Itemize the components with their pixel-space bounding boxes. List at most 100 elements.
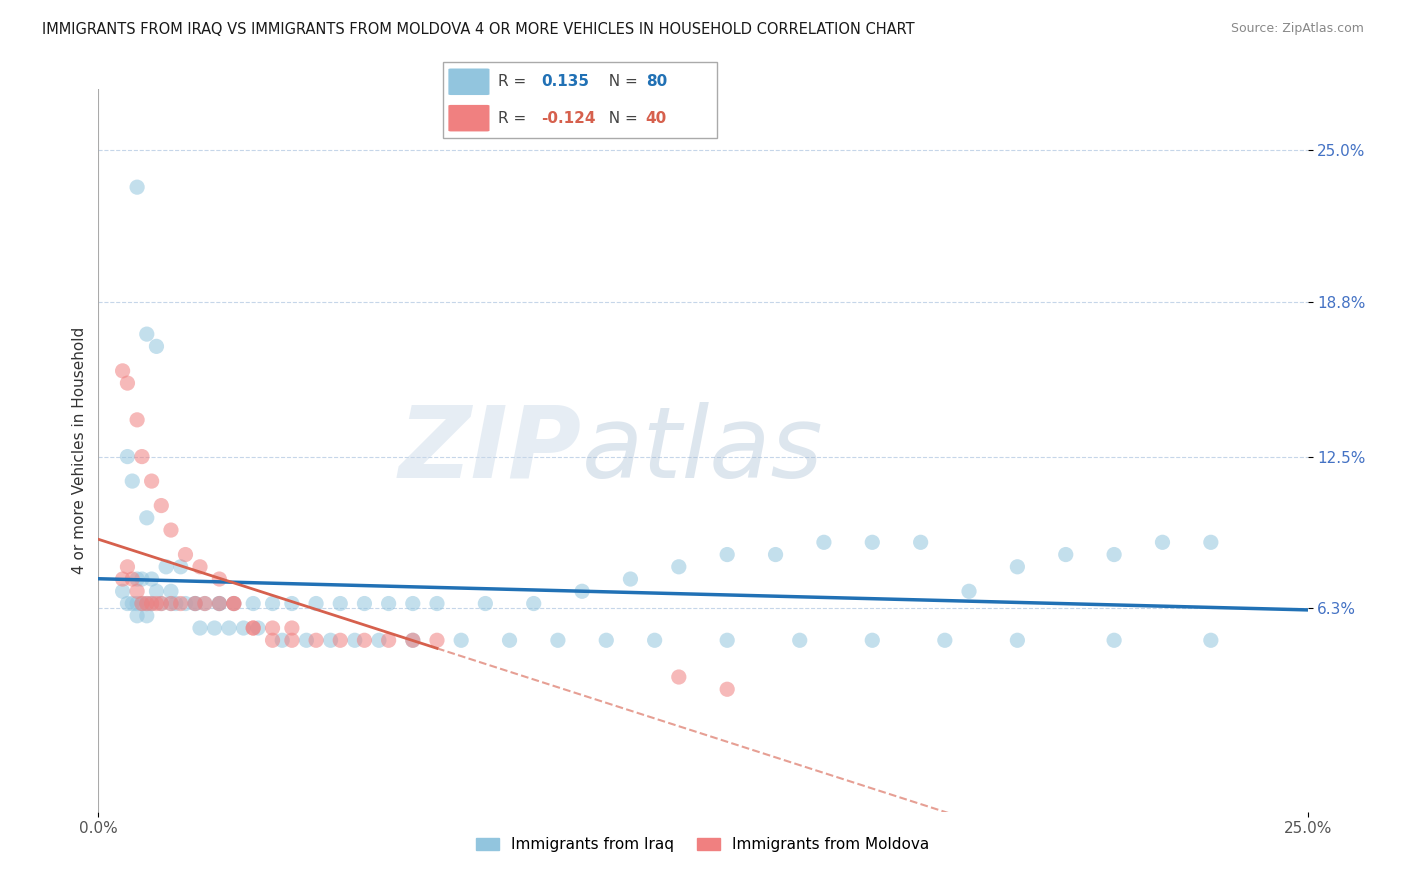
- Point: [595, 633, 617, 648]
- Point: [160, 597, 183, 611]
- Point: [117, 559, 139, 574]
- Point: [329, 633, 352, 648]
- Point: [169, 597, 191, 611]
- Point: [222, 597, 245, 611]
- Point: [377, 633, 399, 648]
- Point: [281, 597, 304, 611]
- Point: [222, 597, 245, 611]
- Point: [1102, 548, 1125, 562]
- Point: [1152, 535, 1174, 549]
- Point: [208, 597, 231, 611]
- Point: [204, 621, 226, 635]
- Point: [184, 597, 207, 611]
- Point: [131, 597, 153, 611]
- Point: [402, 633, 425, 648]
- Point: [329, 597, 352, 611]
- Point: [319, 633, 342, 648]
- Point: [188, 559, 211, 574]
- Point: [402, 597, 425, 611]
- Point: [242, 621, 264, 635]
- Point: [111, 584, 134, 599]
- Point: [860, 535, 883, 549]
- Point: [174, 597, 197, 611]
- Point: [127, 413, 149, 427]
- Point: [247, 621, 270, 635]
- Text: R =: R =: [498, 74, 531, 89]
- Point: [1199, 535, 1222, 549]
- Point: [127, 608, 149, 623]
- Point: [169, 559, 191, 574]
- Point: [160, 597, 183, 611]
- Point: [242, 597, 264, 611]
- Point: [131, 572, 153, 586]
- Point: [1102, 633, 1125, 648]
- Point: [127, 597, 149, 611]
- Point: [571, 584, 593, 599]
- Text: IMMIGRANTS FROM IRAQ VS IMMIGRANTS FROM MOLDOVA 4 OR MORE VEHICLES IN HOUSEHOLD : IMMIGRANTS FROM IRAQ VS IMMIGRANTS FROM …: [42, 22, 915, 37]
- Point: [160, 523, 183, 537]
- Point: [1007, 633, 1029, 648]
- Point: [111, 364, 134, 378]
- Point: [474, 597, 496, 611]
- Point: [547, 633, 569, 648]
- Point: [957, 584, 980, 599]
- Point: [141, 597, 163, 611]
- Point: [498, 633, 520, 648]
- Point: [353, 633, 375, 648]
- Point: [121, 572, 143, 586]
- Point: [145, 597, 167, 611]
- Point: [668, 670, 690, 684]
- Point: [218, 621, 240, 635]
- Point: [619, 572, 641, 586]
- Point: [141, 597, 163, 611]
- Point: [716, 633, 738, 648]
- Point: [174, 548, 197, 562]
- Text: R =: R =: [498, 111, 531, 126]
- Point: [131, 597, 153, 611]
- FancyBboxPatch shape: [449, 105, 489, 131]
- Point: [121, 474, 143, 488]
- Text: N =: N =: [599, 111, 643, 126]
- Point: [377, 597, 399, 611]
- Point: [368, 633, 391, 648]
- Point: [910, 535, 932, 549]
- Point: [127, 572, 149, 586]
- Text: 80: 80: [645, 74, 666, 89]
- Point: [789, 633, 811, 648]
- Y-axis label: 4 or more Vehicles in Household: 4 or more Vehicles in Household: [72, 326, 87, 574]
- Point: [208, 572, 231, 586]
- Point: [127, 180, 149, 194]
- Point: [150, 597, 173, 611]
- Point: [160, 584, 183, 599]
- FancyBboxPatch shape: [443, 62, 717, 138]
- Point: [402, 633, 425, 648]
- Point: [716, 682, 738, 697]
- Point: [813, 535, 835, 549]
- Point: [426, 597, 449, 611]
- Point: [450, 633, 472, 648]
- Point: [343, 633, 366, 648]
- Point: [141, 474, 163, 488]
- Point: [934, 633, 956, 648]
- Point: [281, 621, 304, 635]
- Text: Source: ZipAtlas.com: Source: ZipAtlas.com: [1230, 22, 1364, 36]
- Text: 40: 40: [645, 111, 666, 126]
- Point: [145, 584, 167, 599]
- Point: [121, 597, 143, 611]
- Point: [117, 450, 139, 464]
- Point: [165, 597, 187, 611]
- Point: [765, 548, 787, 562]
- Point: [262, 633, 284, 648]
- Point: [184, 597, 207, 611]
- Point: [644, 633, 666, 648]
- Point: [262, 621, 284, 635]
- Point: [184, 597, 207, 611]
- Point: [117, 376, 139, 390]
- Point: [194, 597, 217, 611]
- Point: [305, 597, 328, 611]
- Point: [135, 608, 157, 623]
- Point: [668, 559, 690, 574]
- Point: [1007, 559, 1029, 574]
- Point: [135, 597, 157, 611]
- Point: [150, 597, 173, 611]
